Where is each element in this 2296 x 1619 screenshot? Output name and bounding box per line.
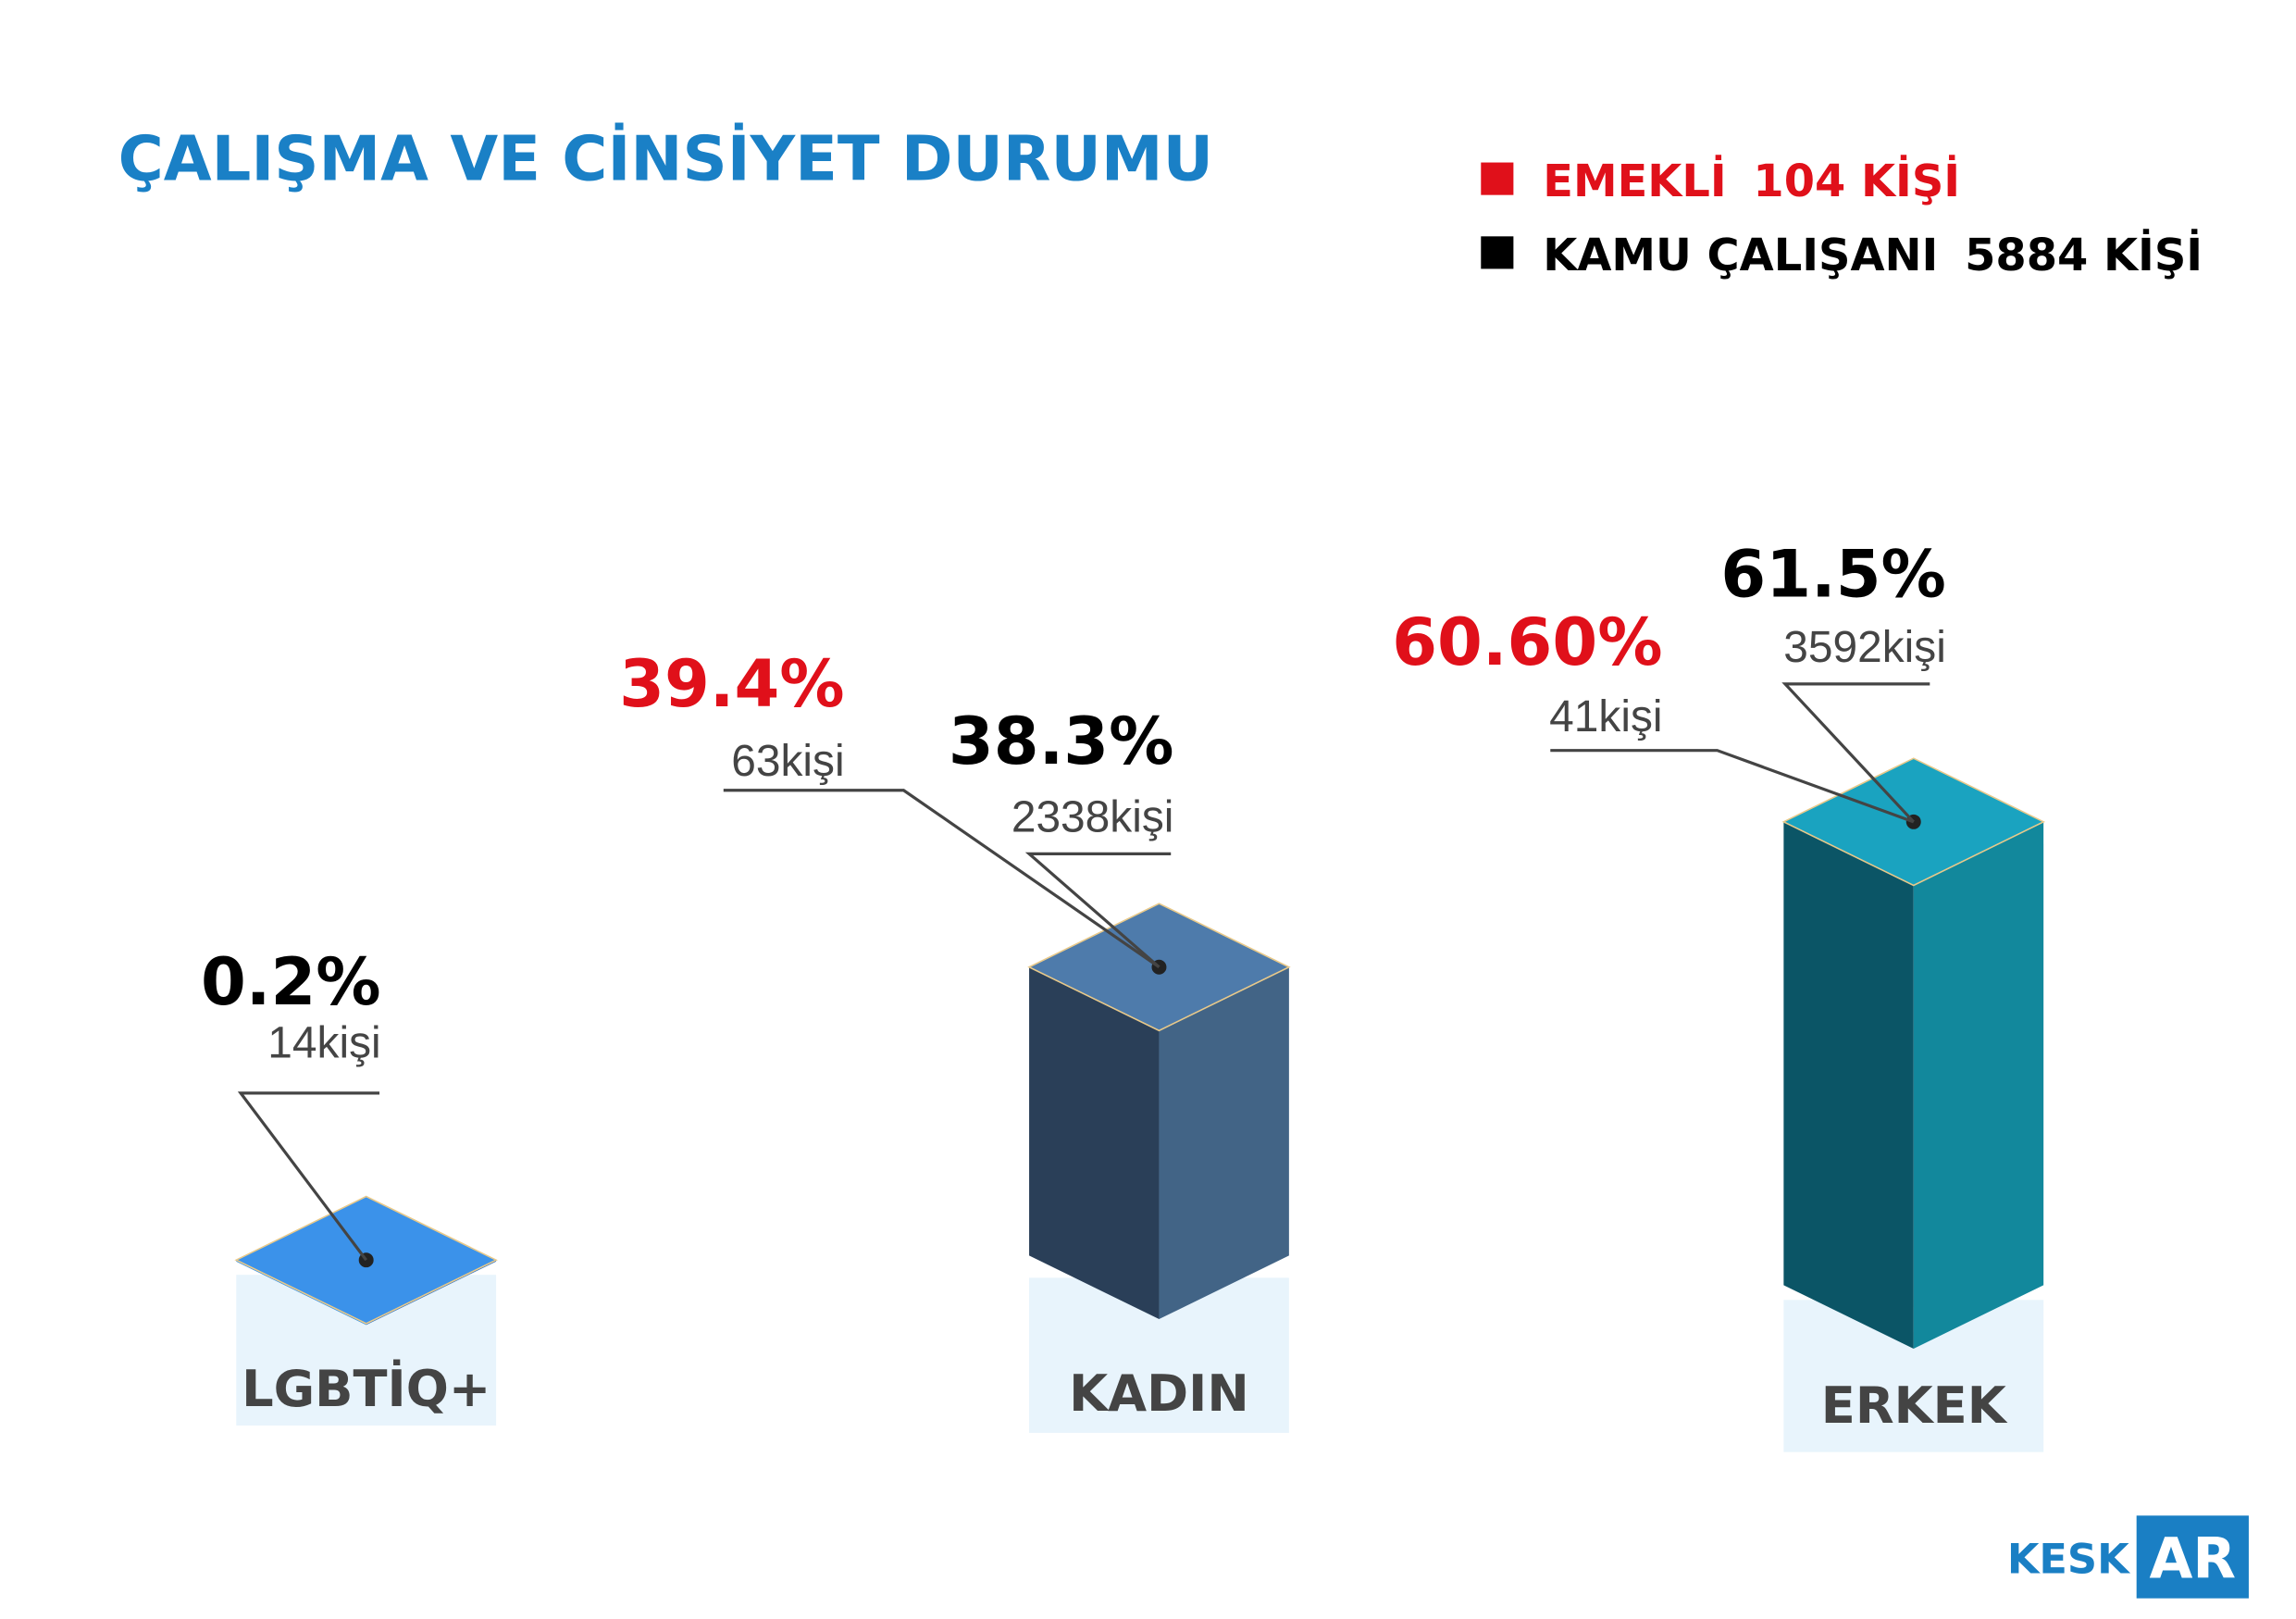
leader-line [237, 1091, 380, 1262]
count-label: 63kişi [731, 737, 844, 786]
chart-title: ÇALIŞMA VE CİNSİYET DURUMU [118, 122, 1213, 195]
leader-line [1781, 682, 1930, 823]
logo-text: KESK [2007, 1536, 2130, 1584]
logo-text: AR [2150, 1526, 2237, 1591]
legend: EMEKLİ 104 KİŞİ KAMU ÇALIŞANI 5884 KİŞİ [1481, 155, 2203, 281]
value-label: 39.4% [619, 646, 844, 722]
legend-name: EMEKLİ [1543, 155, 1726, 207]
value-label: 0.2% [201, 944, 381, 1020]
plot: LGBTİQ+ 0.2%14kişi KADIN 39.4% 63kişi 38.3% 23… [201, 537, 2045, 1452]
legend-total: 104 KİŞİ [1753, 155, 1960, 207]
legend-label: EMEKLİ 104 KİŞİ [1543, 155, 1960, 207]
x-tick-label: KADIN [1069, 1364, 1249, 1423]
bar-left-face [1029, 966, 1160, 1320]
value-label: 61.5% [1720, 537, 1945, 613]
count-label: 2338kişi [1011, 792, 1174, 841]
logo: KESK AR [2007, 1515, 2249, 1599]
legend-swatch [1481, 236, 1514, 269]
bar-right-face [1159, 966, 1289, 1320]
leader-line [723, 789, 1160, 969]
legend-name: KAMU ÇALIŞANI [1543, 230, 1938, 281]
value-label: 60.60% [1392, 604, 1662, 680]
bar-left-face [1783, 821, 1914, 1349]
count-label: 3592kişi [1783, 623, 1946, 672]
legend-label: KAMU ÇALIŞANI 5884 KİŞİ [1543, 229, 2203, 281]
leader-line [1550, 749, 1915, 824]
leader-line [1024, 852, 1172, 968]
x-tick-label: ERKEK [1821, 1376, 2008, 1435]
count-label: 41kişi [1549, 692, 1662, 741]
legend-swatch [1481, 162, 1514, 195]
logo-box [2136, 1515, 2249, 1599]
value-label: 38.3% [949, 704, 1173, 779]
x-tick-label: LGBTİQ+ [242, 1359, 490, 1418]
count-label: 14kişi [267, 1019, 380, 1068]
bar-right-face [1913, 821, 2044, 1349]
legend-total: 5884 KİŞİ [1965, 229, 2203, 281]
